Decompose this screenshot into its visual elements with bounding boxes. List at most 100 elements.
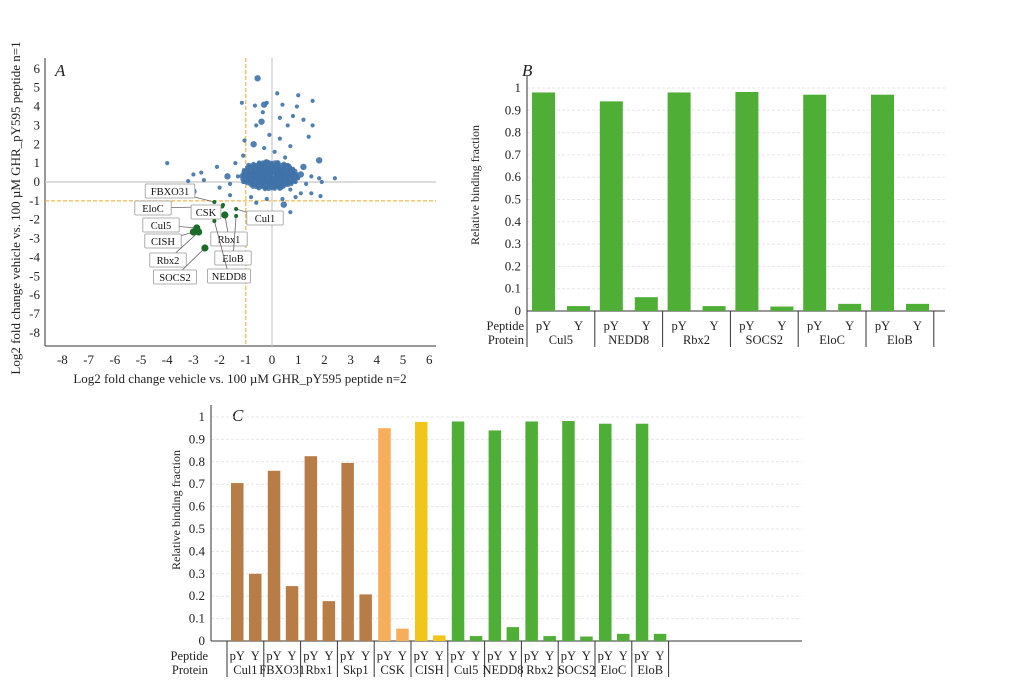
row-label-protein: Protein [172, 663, 209, 677]
scatter-point [233, 161, 238, 166]
point-label-box [149, 252, 187, 268]
x-tick-label: -2 [214, 352, 225, 367]
point-label-box [144, 183, 196, 199]
scatter-point [280, 196, 285, 202]
scatter-point [263, 187, 268, 192]
point-label: EloC [142, 204, 164, 215]
scatter-point [254, 169, 259, 174]
bar-cul1-py [231, 483, 244, 641]
panel-c-ylabel: Relative binding fraction [169, 450, 183, 570]
scatter-point [280, 201, 287, 208]
y-tick-label: 0.6 [189, 499, 206, 514]
x-tick-label: 1 [295, 352, 302, 367]
bar-eloc-y [838, 303, 862, 311]
scatter-point [253, 173, 258, 178]
scatter-point [293, 168, 298, 173]
scatter-point [287, 172, 292, 177]
point-label-box [142, 217, 180, 233]
protein-tick-label: EloB [887, 333, 913, 347]
point-label-box [134, 200, 172, 216]
bar-cul5-py [451, 421, 465, 641]
bar-rbx2-y [702, 306, 726, 311]
scatter-point [259, 168, 264, 173]
peptide-tick-label: Y [619, 649, 628, 663]
point-label: Cul1 [255, 214, 275, 225]
peptide-tick-label: Y [582, 649, 591, 663]
scatter-point [165, 161, 170, 166]
y-tick-label: 0.7 [189, 476, 206, 491]
bar-skp1-py [341, 462, 354, 641]
y-tick-label: 0.1 [505, 281, 521, 296]
scatter-point [262, 145, 267, 151]
y-tick-label: -7 [29, 306, 40, 321]
bar-cul5-y [469, 636, 483, 641]
peptide-tick-label: Y [777, 319, 786, 333]
protein-tick-label: Rbx1 [305, 663, 332, 677]
y-tick-label: 0.8 [505, 125, 521, 140]
scatter-point [285, 123, 290, 128]
scatter-point [214, 164, 220, 170]
scatter-point [283, 163, 288, 168]
scatter-point [242, 180, 247, 185]
scatter-point [283, 155, 288, 160]
protein-tick-label: Cul5 [549, 333, 573, 347]
scatter-point [259, 163, 264, 168]
x-tick-label: 0 [269, 352, 276, 367]
scatter-point [309, 191, 314, 196]
scatter-point [224, 173, 231, 180]
scatter-point [260, 110, 265, 115]
peptide-tick-label: pY [340, 649, 355, 663]
scatter-point [227, 181, 233, 186]
y-tick-label: 0.6 [505, 169, 522, 184]
scatter-point [288, 166, 293, 171]
scatter-point [217, 185, 222, 190]
scatter-point [252, 103, 258, 108]
y-tick-label: 0.9 [505, 102, 521, 117]
point-label: Cul5 [151, 221, 171, 232]
y-tick-label: 0.7 [505, 147, 522, 162]
scatter-point [266, 184, 271, 189]
scatter-point [310, 98, 315, 104]
point-label: CSK [196, 208, 217, 219]
bar-socs2-y [770, 306, 794, 311]
scatter-point [276, 168, 281, 173]
bar-cul1-y [249, 573, 262, 641]
point-label: SOCS2 [159, 273, 191, 284]
peptide-tick-label: Y [913, 319, 922, 333]
bar-eloc-py [599, 423, 612, 641]
bar-rbx1-y [322, 601, 336, 641]
protein-tick-label: EloC [819, 333, 845, 347]
protein-tick-label: CSK [380, 663, 404, 677]
bar-cul5-y [567, 306, 590, 311]
bar-rbx2-py [525, 421, 538, 641]
y-tick-label: 4 [34, 99, 41, 114]
scatter-point [290, 180, 295, 185]
y-tick-label: -5 [29, 268, 40, 283]
peptide-tick-label: pY [266, 649, 281, 663]
y-tick-label: 0.8 [189, 454, 205, 469]
scatter-point [243, 173, 248, 178]
scatter-point [267, 132, 272, 137]
point-label-box [190, 204, 222, 220]
peptide-tick-label: Y [288, 649, 297, 663]
panel-c-bar-chart: C Relative binding fraction 0 0.1 0.2 0.3 0.… [169, 405, 802, 677]
scatter-point [310, 123, 315, 128]
y-tick-label: 0.5 [505, 192, 521, 207]
peptide-tick-label: pY [807, 319, 822, 333]
scatter-point [264, 196, 269, 202]
scatter-point [288, 144, 293, 149]
peptide-tick-label: Y [508, 649, 517, 663]
scatter-point [332, 176, 337, 181]
scatter-point [269, 186, 274, 191]
y-tick-label: 3 [34, 117, 41, 132]
highlighted-point-nedd8 [212, 219, 217, 224]
peptide-tick-label: pY [450, 649, 465, 663]
scatter-point [290, 177, 295, 182]
peptide-tick-label: Y [324, 649, 333, 663]
scatter-point [278, 185, 283, 190]
peptide-tick-label: pY [671, 319, 686, 333]
point-label: NEDD8 [212, 272, 246, 283]
scatter-point [254, 123, 259, 128]
scatter-point [263, 178, 268, 183]
scatter-point [264, 161, 269, 166]
